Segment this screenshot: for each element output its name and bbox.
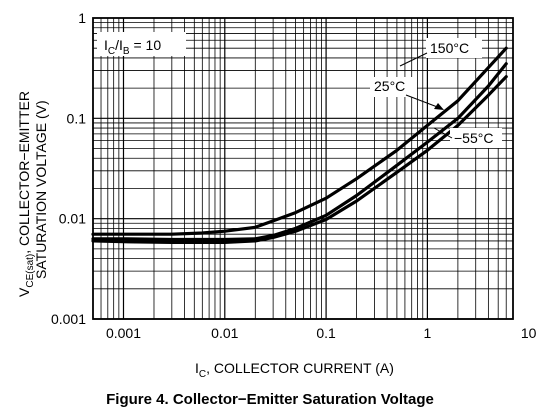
y-tick-label: 1 bbox=[78, 10, 86, 26]
series-line-0 bbox=[91, 46, 508, 236]
leader-minus55c bbox=[433, 127, 453, 139]
series-label-25c-bg bbox=[370, 77, 417, 97]
series-label-150c-bg bbox=[426, 38, 482, 58]
plot-frame bbox=[92, 17, 514, 320]
series-label-minus55c: −55°C bbox=[454, 130, 493, 146]
y-axis-label-line2: SATURATION VOLTAGE (V) bbox=[33, 100, 49, 279]
x-tick-label: 0.1 bbox=[316, 325, 336, 341]
series-line-1 bbox=[91, 62, 508, 242]
x-tick-label: 0.01 bbox=[211, 325, 238, 341]
series-label-150c: 150°C bbox=[430, 40, 469, 56]
x-tick-label: 0.001 bbox=[106, 325, 141, 341]
y-tick-label: 0.01 bbox=[59, 211, 86, 227]
tick-labels: 0.001 0.01 0.1 1 10 0.001 0.01 0.1 1 bbox=[51, 10, 537, 341]
leader-25c bbox=[405, 94, 441, 109]
y-tick-label: 0.1 bbox=[67, 110, 87, 126]
leader-150c bbox=[399, 52, 428, 67]
condition-box bbox=[97, 32, 186, 56]
figure-caption: Figure 4. Collector−Emitter Saturation V… bbox=[106, 391, 434, 408]
series-group bbox=[91, 46, 508, 244]
condition-label: IC/IB = 10 bbox=[104, 37, 161, 57]
series-line-2 bbox=[91, 75, 508, 244]
x-tick-label: 10 bbox=[521, 325, 537, 341]
leader-25c-arrowhead bbox=[434, 103, 444, 110]
series-label-minus55c-bg bbox=[450, 128, 502, 148]
y-tick-label: 0.001 bbox=[51, 311, 86, 327]
series-label-25c: 25°C bbox=[374, 78, 405, 94]
y-axis-label-line1: VCE(sat), COLLECTOR−EMITTER bbox=[16, 91, 36, 297]
x-tick-label: 1 bbox=[423, 325, 431, 341]
x-axis-label: IC, COLLECTOR CURRENT (A) bbox=[195, 360, 394, 380]
